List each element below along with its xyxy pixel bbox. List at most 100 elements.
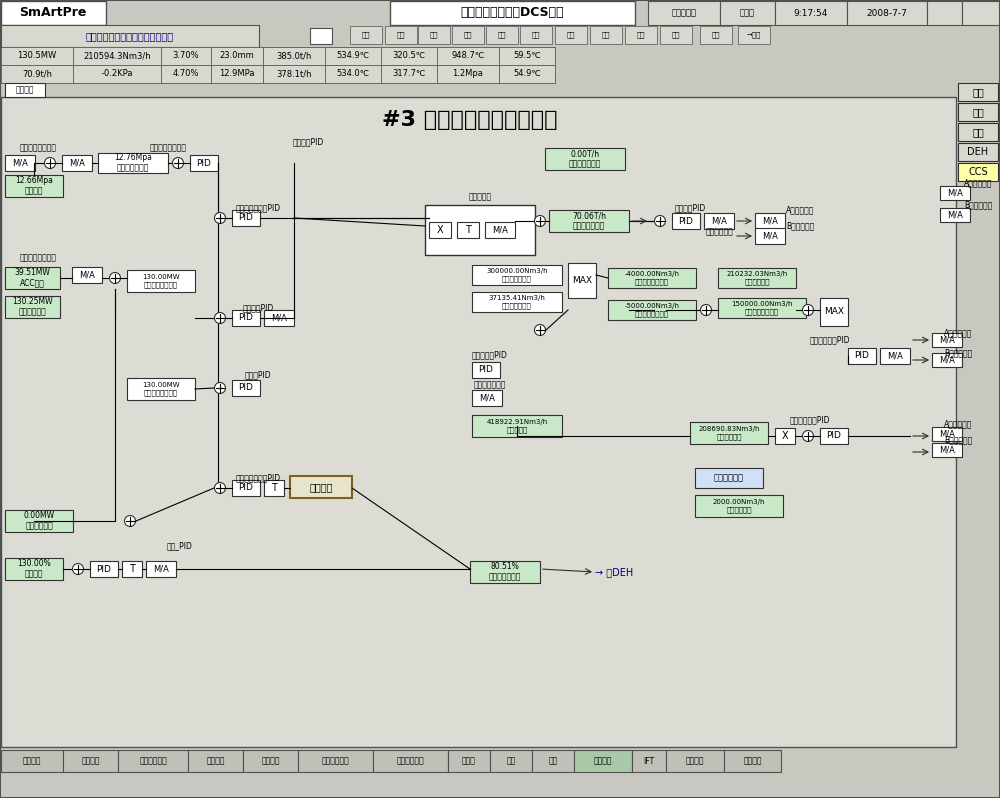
Bar <box>5 83 45 97</box>
Text: 70.9t/h: 70.9t/h <box>22 69 52 78</box>
Text: A给煤机转速: A给煤机转速 <box>964 179 992 188</box>
Text: T: T <box>465 225 471 235</box>
Bar <box>5 558 63 580</box>
Text: B给煤机转速: B给煤机转速 <box>964 200 992 210</box>
Text: 福建龙岩坑口电厂DCS系统: 福建龙岩坑口电厂DCS系统 <box>460 6 564 19</box>
Text: 日本: 日本 <box>637 32 645 38</box>
Bar <box>847 1 927 25</box>
Text: 氧量偏差系数: 氧量偏差系数 <box>714 473 744 483</box>
Text: M/A: M/A <box>947 211 963 219</box>
Bar <box>437 47 499 65</box>
Bar <box>1 65 73 83</box>
Text: M/A: M/A <box>69 159 85 168</box>
Bar <box>555 26 587 44</box>
Bar <box>962 1 999 25</box>
Text: 1.2Mpa: 1.2Mpa <box>453 69 483 78</box>
Bar <box>390 1 635 25</box>
Bar <box>590 26 622 44</box>
Text: 返料系统: 返料系统 <box>206 757 225 765</box>
Bar <box>958 83 998 101</box>
Bar <box>5 175 63 197</box>
Bar <box>927 1 962 25</box>
Bar <box>161 65 211 83</box>
Bar <box>486 26 518 44</box>
Text: 210594.3Nm3/h: 210594.3Nm3/h <box>83 52 151 61</box>
Bar <box>5 267 60 289</box>
Text: 948.7℃: 948.7℃ <box>451 52 485 61</box>
Bar <box>263 47 325 65</box>
Bar <box>429 222 451 238</box>
Bar <box>325 65 381 83</box>
Bar <box>704 213 734 229</box>
Bar <box>608 268 696 288</box>
Bar <box>211 47 263 65</box>
Circle shape <box>802 430 814 441</box>
Text: 历史: 历史 <box>397 32 405 38</box>
Text: 总貌: 总貌 <box>464 32 472 38</box>
Circle shape <box>72 563 84 575</box>
Text: 北京弗利时系统工程股份有限公司: 北京弗利时系统工程股份有限公司 <box>86 31 174 41</box>
Bar <box>720 1 775 25</box>
Bar <box>1 65 555 83</box>
Circle shape <box>534 325 546 335</box>
Text: 总风量调节手操: 总风量调节手操 <box>474 381 506 389</box>
Text: 协调控制: 协调控制 <box>594 757 612 765</box>
Text: 一次风量调节PID: 一次风量调节PID <box>810 335 850 345</box>
Text: PID: PID <box>239 384 253 393</box>
Text: M/A: M/A <box>939 445 955 455</box>
Bar <box>1 750 63 772</box>
Text: 130.00%
机组指令: 130.00% 机组指令 <box>17 559 51 579</box>
Circle shape <box>214 382 226 393</box>
Bar <box>1 47 73 65</box>
Text: PID: PID <box>479 365 493 374</box>
Bar <box>472 292 562 312</box>
Bar <box>325 47 381 65</box>
Text: PID: PID <box>239 314 253 322</box>
Bar <box>940 186 970 200</box>
Text: SmArtPre: SmArtPre <box>19 6 87 19</box>
Bar <box>738 26 770 44</box>
Bar <box>190 155 218 171</box>
Bar <box>385 26 417 44</box>
Bar <box>5 155 35 171</box>
Bar <box>932 333 962 347</box>
Bar <box>472 415 562 437</box>
Text: 130.00MW
机组目标负荷指令: 130.00MW 机组目标负荷指令 <box>142 382 180 396</box>
Text: 汽机: 汽机 <box>972 107 984 117</box>
Text: 压力指令设定手操: 压力指令设定手操 <box>150 144 186 152</box>
Bar <box>820 298 848 326</box>
Text: B一次风挡板: B一次风挡板 <box>944 349 972 358</box>
Text: PID: PID <box>239 484 253 492</box>
Bar <box>263 65 325 83</box>
Text: 床下点火系统: 床下点火系统 <box>397 757 424 765</box>
Text: 协调方式机主控PID: 协调方式机主控PID <box>235 473 281 483</box>
Bar <box>211 65 263 83</box>
Text: → 至DEH: → 至DEH <box>595 567 633 577</box>
Bar <box>452 26 484 44</box>
Bar <box>1 1 106 25</box>
Bar <box>940 208 970 222</box>
Bar <box>122 561 142 577</box>
Text: 59.5℃: 59.5℃ <box>513 52 541 61</box>
Bar <box>568 263 596 298</box>
Text: 37135.41Nm3/h
总风量指令偏置: 37135.41Nm3/h 总风量指令偏置 <box>489 295 545 309</box>
Text: 534.0℃: 534.0℃ <box>336 69 370 78</box>
Bar <box>472 362 500 378</box>
Text: 70.06T/h
主轮总量量指令: 70.06T/h 主轮总量量指令 <box>572 211 606 231</box>
Bar <box>666 750 724 772</box>
Text: 联锁控制: 联锁控制 <box>686 757 704 765</box>
Bar <box>127 270 195 292</box>
Bar <box>695 495 783 517</box>
Bar <box>958 103 998 121</box>
Bar <box>718 298 806 318</box>
Text: 电气: 电气 <box>972 127 984 137</box>
Text: 2000.00Nm3/h
二次风量偏置: 2000.00Nm3/h 二次风量偏置 <box>713 500 765 513</box>
Text: T: T <box>271 483 277 493</box>
Circle shape <box>534 215 546 227</box>
Text: M/A: M/A <box>12 159 28 168</box>
Text: 12.76Mpa
主蒸汽压力指令: 12.76Mpa 主蒸汽压力指令 <box>114 153 152 172</box>
Text: 工程师级别: 工程师级别 <box>672 9 696 18</box>
Text: 0.00T/h
燃烧量指令偏置: 0.00T/h 燃烧量指令偏置 <box>569 149 601 168</box>
Bar <box>775 1 847 25</box>
Text: #3 机组协调控制整定面板: #3 机组协调控制整定面板 <box>382 110 558 130</box>
